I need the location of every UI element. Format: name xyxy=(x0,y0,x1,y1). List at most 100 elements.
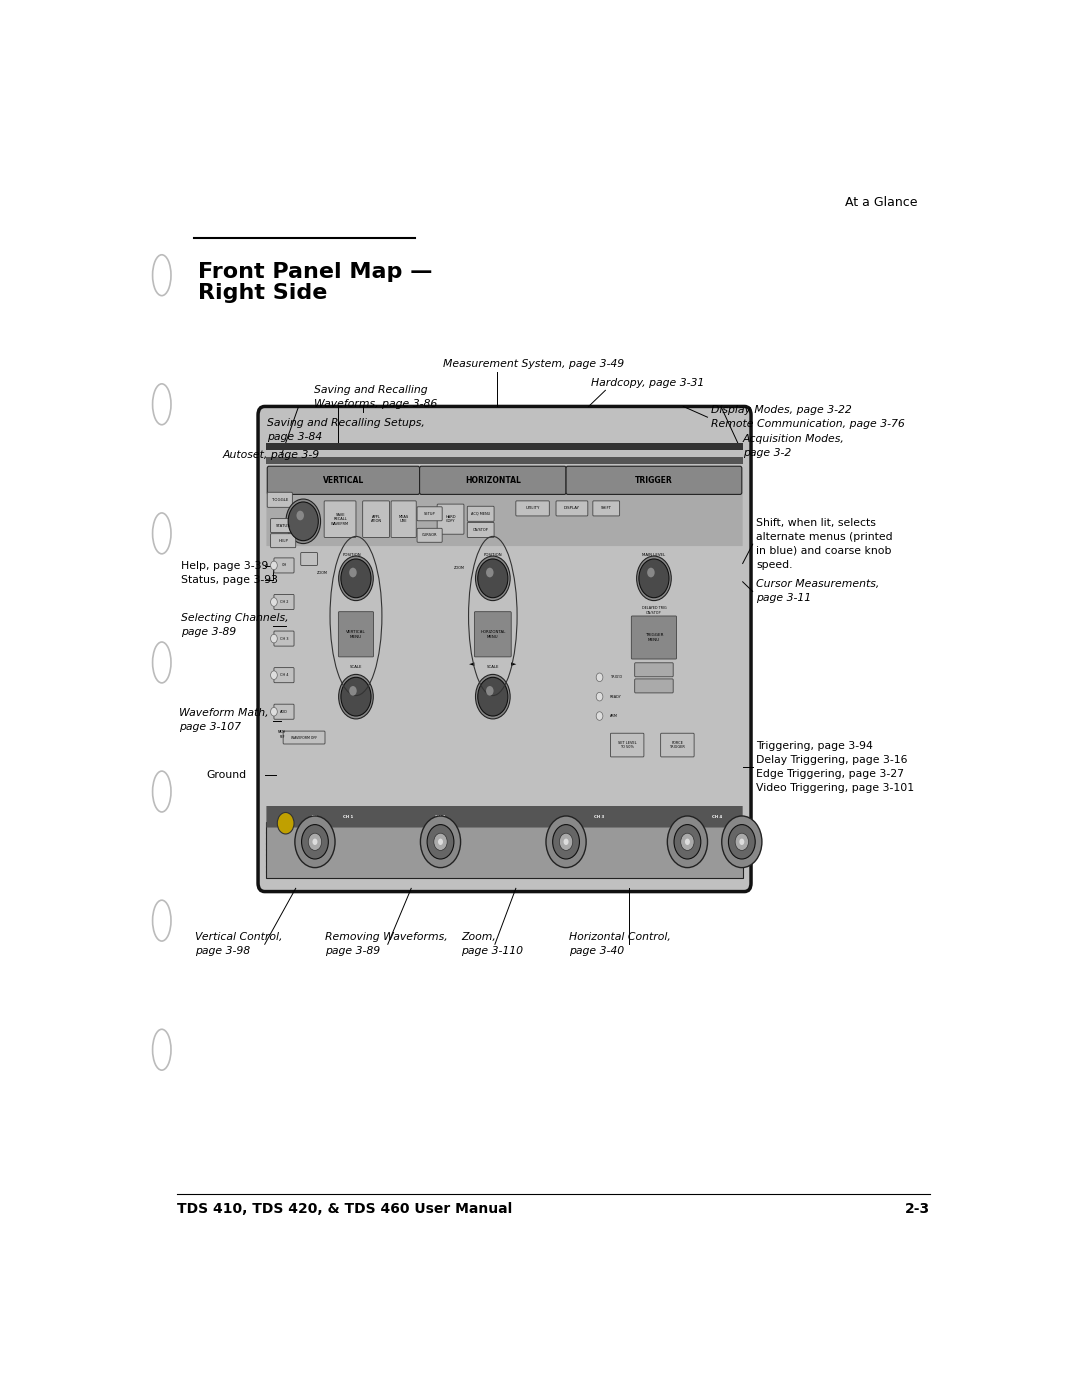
Circle shape xyxy=(721,816,761,868)
FancyBboxPatch shape xyxy=(324,502,356,538)
Text: HELP: HELP xyxy=(279,539,288,542)
Text: Right Side: Right Side xyxy=(198,282,327,303)
FancyBboxPatch shape xyxy=(271,518,296,532)
Text: MAIN LEVEL: MAIN LEVEL xyxy=(643,553,665,556)
Text: HORIZONTAL: HORIZONTAL xyxy=(464,476,521,485)
Text: ATL: ATL xyxy=(311,814,319,819)
Text: CH 2: CH 2 xyxy=(280,599,288,604)
Text: Removing Waveforms,: Removing Waveforms, xyxy=(325,932,448,942)
Circle shape xyxy=(674,824,701,859)
Text: SAVE
RECALL
WAVEFRM: SAVE RECALL WAVEFRM xyxy=(330,513,349,525)
Text: VERTICAL: VERTICAL xyxy=(323,476,364,485)
Circle shape xyxy=(546,816,586,868)
Circle shape xyxy=(636,556,672,601)
Circle shape xyxy=(735,833,748,851)
Text: ADD: ADD xyxy=(280,710,288,714)
Circle shape xyxy=(740,838,744,845)
Circle shape xyxy=(341,559,372,598)
Text: page 3-89: page 3-89 xyxy=(325,946,380,956)
Text: TDS 410, TDS 420, & TDS 460 User Manual: TDS 410, TDS 420, & TDS 460 User Manual xyxy=(177,1203,512,1217)
Text: ZOOM: ZOOM xyxy=(454,566,464,570)
Circle shape xyxy=(286,499,321,543)
Ellipse shape xyxy=(152,384,171,425)
Circle shape xyxy=(486,686,494,696)
Text: page 3-89: page 3-89 xyxy=(181,627,237,637)
Circle shape xyxy=(339,675,374,719)
Text: page 3-40: page 3-40 xyxy=(568,946,623,956)
Text: At a Glance: At a Glance xyxy=(845,196,918,208)
Text: TOGGLE: TOGGLE xyxy=(271,497,288,502)
FancyBboxPatch shape xyxy=(516,502,550,515)
FancyBboxPatch shape xyxy=(363,502,390,538)
Text: CH 2: CH 2 xyxy=(435,814,446,819)
Text: TRIGGER: TRIGGER xyxy=(635,476,673,485)
Text: Vertical Control,: Vertical Control, xyxy=(195,932,283,942)
FancyBboxPatch shape xyxy=(468,522,494,538)
Text: Video Triggering, page 3-101: Video Triggering, page 3-101 xyxy=(756,784,914,793)
Text: ►: ► xyxy=(511,661,516,668)
Text: CH 3: CH 3 xyxy=(594,814,605,819)
FancyBboxPatch shape xyxy=(566,467,742,495)
Text: Display Modes, page 3-22: Display Modes, page 3-22 xyxy=(711,405,852,415)
FancyBboxPatch shape xyxy=(267,492,293,507)
Text: MEAS
URE: MEAS URE xyxy=(399,515,409,524)
Text: HARD
COPY: HARD COPY xyxy=(445,515,456,524)
Text: Status, page 3-93: Status, page 3-93 xyxy=(181,574,278,584)
FancyBboxPatch shape xyxy=(593,502,620,515)
Text: CH: CH xyxy=(282,563,286,567)
Text: TRIGGER
MENU: TRIGGER MENU xyxy=(645,633,663,641)
Text: page 3-2: page 3-2 xyxy=(743,447,791,458)
Text: Ground: Ground xyxy=(206,770,246,781)
Text: WAVEFORM OFF: WAVEFORM OFF xyxy=(291,736,318,739)
Circle shape xyxy=(685,838,690,845)
Text: Front Panel Map —: Front Panel Map — xyxy=(198,263,432,282)
Circle shape xyxy=(271,562,278,570)
Bar xyxy=(267,823,743,877)
Circle shape xyxy=(553,824,580,859)
FancyBboxPatch shape xyxy=(267,492,743,546)
Text: page 3-107: page 3-107 xyxy=(179,722,241,732)
Text: page 3-84: page 3-84 xyxy=(267,432,322,441)
Ellipse shape xyxy=(152,254,171,296)
Circle shape xyxy=(438,838,443,845)
Circle shape xyxy=(477,559,508,598)
Circle shape xyxy=(559,833,572,851)
Text: SCALE: SCALE xyxy=(487,665,499,669)
Circle shape xyxy=(312,838,318,845)
Circle shape xyxy=(271,598,278,606)
FancyBboxPatch shape xyxy=(419,467,566,495)
Text: Waveforms, page 3-86: Waveforms, page 3-86 xyxy=(314,400,437,409)
Text: Waveform Math,: Waveform Math, xyxy=(179,708,269,718)
Circle shape xyxy=(271,671,278,679)
Circle shape xyxy=(278,813,294,834)
Text: ON/STOP: ON/STOP xyxy=(473,528,488,532)
FancyBboxPatch shape xyxy=(338,612,374,657)
Text: alternate menus (printed: alternate menus (printed xyxy=(756,532,893,542)
Text: DISPLAY: DISPLAY xyxy=(564,506,580,510)
Circle shape xyxy=(420,816,460,868)
Text: Triggering, page 3-94: Triggering, page 3-94 xyxy=(756,742,873,752)
Text: Remote Communication, page 3-76: Remote Communication, page 3-76 xyxy=(711,419,905,429)
Text: MATH
REF: MATH REF xyxy=(279,731,286,739)
Circle shape xyxy=(349,686,356,696)
Text: ZOOM: ZOOM xyxy=(318,571,328,576)
FancyBboxPatch shape xyxy=(267,806,743,827)
Circle shape xyxy=(680,833,694,851)
Circle shape xyxy=(564,838,568,845)
Text: Help, page 3-39: Help, page 3-39 xyxy=(181,560,269,570)
FancyBboxPatch shape xyxy=(417,528,442,542)
FancyBboxPatch shape xyxy=(437,504,464,534)
Text: SET LEVEL
TO 50%: SET LEVEL TO 50% xyxy=(618,740,636,749)
Text: READY: READY xyxy=(609,694,621,698)
Text: speed.: speed. xyxy=(756,560,793,570)
Text: in blue) and coarse knob: in blue) and coarse knob xyxy=(756,546,892,556)
Circle shape xyxy=(341,678,372,717)
Text: CURSOR: CURSOR xyxy=(422,534,437,538)
Circle shape xyxy=(271,634,278,643)
FancyBboxPatch shape xyxy=(274,668,294,683)
Circle shape xyxy=(639,559,669,598)
FancyBboxPatch shape xyxy=(417,507,442,521)
Circle shape xyxy=(427,824,454,859)
Text: Horizontal Control,: Horizontal Control, xyxy=(568,932,671,942)
Circle shape xyxy=(596,711,603,721)
